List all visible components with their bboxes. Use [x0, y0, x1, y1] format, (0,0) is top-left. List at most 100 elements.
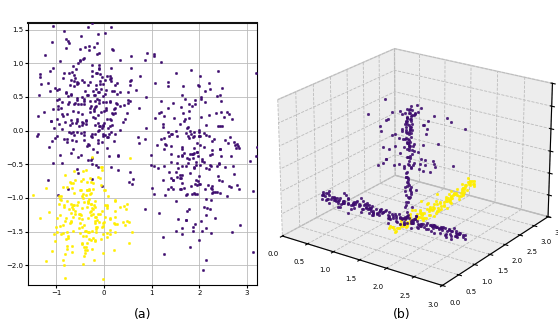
- Point: [166, 132, 175, 137]
- Point: [92, 82, 100, 88]
- Point: [207, 139, 216, 144]
- Point: [69, 206, 78, 211]
- Point: [98, 223, 107, 229]
- Point: [96, 109, 105, 114]
- Point: [97, 164, 106, 170]
- Point: [110, 138, 119, 143]
- Point: [91, 163, 100, 168]
- Point: [189, 190, 198, 195]
- Point: [67, 219, 76, 224]
- Point: [64, 206, 73, 212]
- Point: [204, 81, 213, 86]
- Point: [67, 202, 76, 207]
- Point: [42, 186, 51, 191]
- Point: [87, 133, 96, 139]
- Point: [74, 200, 83, 205]
- Point: [157, 109, 166, 114]
- Point: [52, 224, 61, 229]
- Point: [178, 180, 187, 186]
- Point: [158, 125, 167, 130]
- Point: [79, 176, 88, 181]
- Point: [135, 141, 144, 146]
- Point: [68, 69, 76, 74]
- Point: [57, 126, 66, 132]
- Point: [102, 203, 111, 208]
- Point: [34, 92, 43, 97]
- Point: [126, 78, 134, 84]
- Point: [99, 123, 108, 128]
- Point: [78, 120, 86, 125]
- Point: [82, 122, 91, 127]
- Point: [151, 81, 160, 86]
- Point: [189, 155, 198, 160]
- Point: [176, 104, 185, 109]
- Point: [146, 163, 155, 168]
- Point: [170, 116, 179, 121]
- Point: [227, 185, 235, 190]
- Point: [196, 96, 205, 101]
- Point: [83, 157, 92, 162]
- Point: [98, 93, 107, 99]
- Point: [49, 160, 57, 165]
- Point: [88, 134, 97, 140]
- Point: [70, 168, 79, 173]
- Point: [90, 45, 99, 50]
- Point: [166, 151, 175, 156]
- Point: [232, 142, 241, 147]
- Point: [177, 231, 186, 236]
- Point: [201, 196, 210, 202]
- Point: [111, 221, 120, 227]
- Point: [47, 118, 56, 124]
- Point: [110, 209, 119, 214]
- Point: [108, 48, 117, 53]
- Point: [211, 111, 220, 116]
- Point: [68, 109, 77, 114]
- Point: [85, 196, 94, 201]
- Point: [119, 102, 128, 108]
- Point: [216, 93, 225, 98]
- Point: [78, 112, 86, 117]
- Point: [68, 228, 77, 234]
- Point: [45, 145, 54, 150]
- Point: [75, 231, 84, 236]
- Point: [220, 138, 229, 143]
- Point: [83, 205, 92, 210]
- Point: [107, 65, 116, 70]
- Point: [150, 164, 158, 169]
- Point: [67, 181, 76, 186]
- Point: [178, 172, 187, 177]
- Point: [88, 235, 97, 240]
- Point: [84, 199, 93, 205]
- Point: [70, 208, 79, 214]
- Point: [93, 175, 102, 180]
- Point: [88, 154, 97, 159]
- Point: [127, 78, 136, 83]
- Point: [75, 57, 84, 63]
- Point: [178, 164, 187, 169]
- Point: [106, 100, 115, 105]
- Point: [195, 173, 204, 178]
- Point: [103, 126, 112, 131]
- Point: [88, 187, 97, 192]
- Point: [161, 142, 170, 148]
- Point: [174, 153, 182, 158]
- Point: [85, 187, 94, 193]
- Point: [88, 207, 97, 212]
- Point: [60, 262, 69, 267]
- Point: [215, 147, 224, 152]
- Point: [235, 222, 244, 227]
- Point: [100, 220, 109, 225]
- Point: [177, 153, 186, 158]
- Point: [73, 203, 82, 208]
- Point: [92, 51, 101, 56]
- Point: [193, 153, 202, 158]
- Point: [192, 182, 201, 187]
- Point: [105, 215, 114, 221]
- Point: [98, 139, 107, 145]
- Point: [102, 87, 111, 92]
- Point: [189, 166, 198, 171]
- Point: [69, 214, 78, 219]
- Point: [199, 159, 208, 165]
- Point: [87, 131, 96, 136]
- Point: [86, 179, 95, 185]
